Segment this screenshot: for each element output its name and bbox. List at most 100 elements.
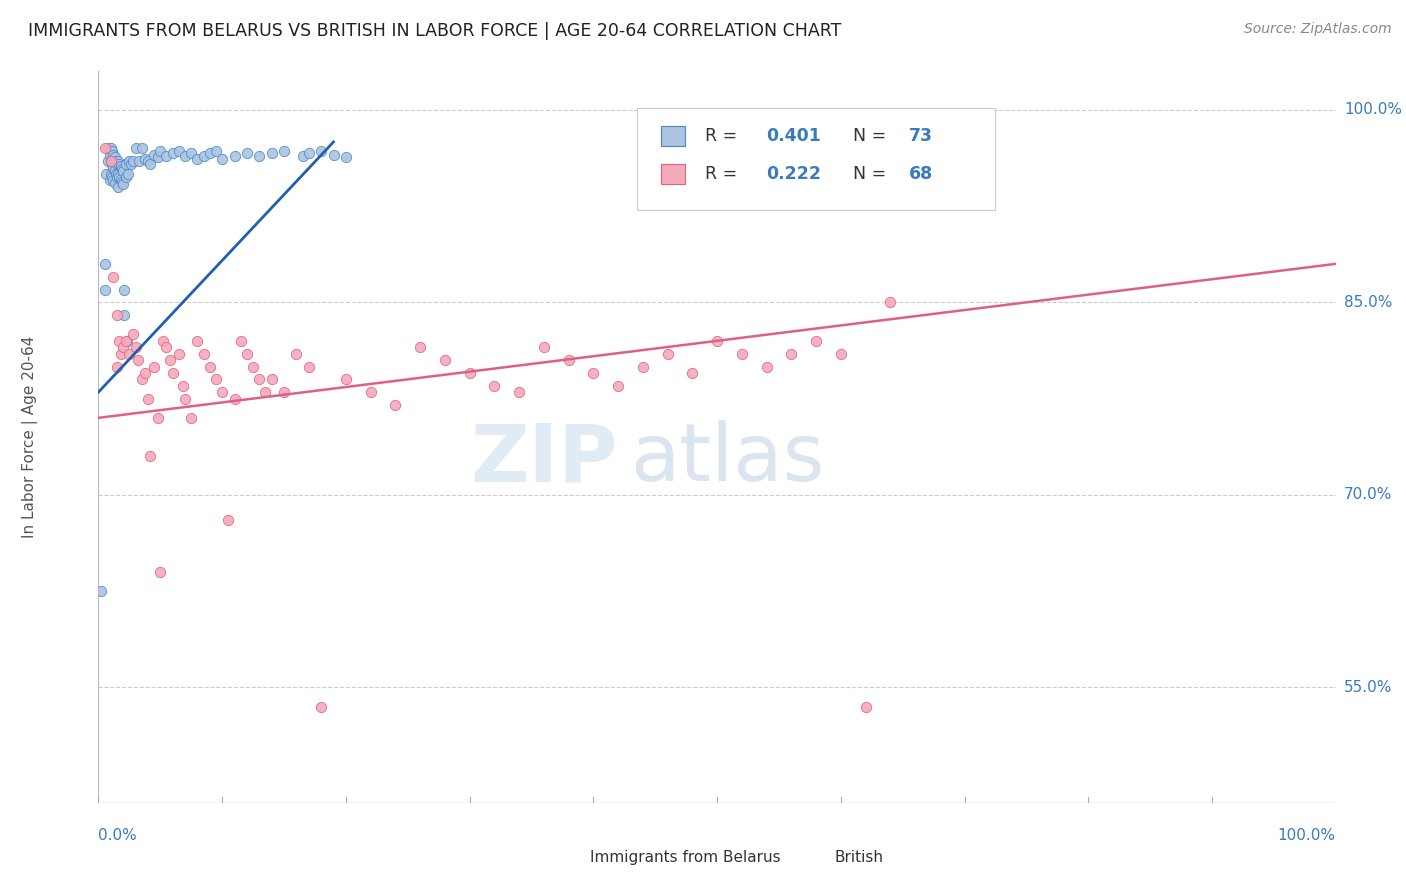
Point	[211, 152, 233, 166]
Point	[136, 392, 159, 406]
Point	[162, 366, 184, 380]
Point	[139, 450, 162, 464]
Point	[155, 149, 177, 163]
Point	[117, 167, 139, 181]
Point	[107, 179, 129, 194]
Point	[112, 340, 135, 354]
Point	[335, 372, 357, 386]
Point	[112, 164, 135, 178]
Point	[205, 372, 228, 386]
Point	[180, 146, 202, 161]
Point	[111, 161, 134, 176]
Point	[273, 385, 295, 400]
Point	[657, 346, 679, 360]
Point	[100, 154, 122, 169]
Point	[484, 378, 506, 392]
Text: 70.0%: 70.0%	[1344, 487, 1392, 502]
Point	[582, 366, 605, 380]
Text: N =: N =	[853, 165, 891, 183]
Text: N =: N =	[853, 127, 891, 145]
Point	[533, 340, 555, 354]
Point	[107, 167, 129, 181]
Point	[198, 146, 221, 161]
Point	[143, 359, 166, 374]
Point	[273, 144, 295, 158]
Point	[186, 334, 208, 348]
Point	[247, 372, 270, 386]
Point	[309, 144, 332, 158]
Point	[110, 346, 132, 360]
Point	[108, 169, 131, 184]
Point	[409, 340, 432, 354]
Point	[174, 392, 197, 406]
Point	[100, 141, 122, 155]
Text: Source: ZipAtlas.com: Source: ZipAtlas.com	[1244, 22, 1392, 37]
Text: British: British	[835, 850, 883, 865]
Point	[322, 148, 344, 162]
Point	[236, 346, 259, 360]
Point	[335, 150, 357, 164]
Point	[830, 346, 852, 360]
Point	[217, 514, 239, 528]
Point	[260, 146, 283, 161]
Point	[103, 161, 125, 175]
Point	[101, 144, 124, 158]
Point	[93, 141, 115, 155]
Point	[205, 144, 228, 158]
Point	[124, 141, 146, 155]
Text: In Labor Force | Age 20-64: In Labor Force | Age 20-64	[22, 336, 38, 538]
Point	[131, 372, 153, 386]
Point	[167, 346, 190, 360]
Text: 55.0%: 55.0%	[1344, 680, 1392, 695]
Point	[780, 346, 803, 360]
Point	[118, 154, 141, 169]
Point	[101, 169, 124, 184]
Point	[149, 144, 172, 158]
FancyBboxPatch shape	[661, 126, 685, 145]
Point	[110, 172, 132, 186]
Point	[224, 149, 246, 163]
Point	[804, 334, 827, 348]
Point	[103, 148, 125, 162]
Point	[254, 385, 277, 400]
Point	[193, 346, 215, 360]
Point	[105, 308, 128, 322]
Point	[285, 346, 308, 360]
Point	[93, 257, 115, 271]
Point	[120, 157, 142, 171]
Point	[100, 167, 122, 181]
Point	[114, 334, 136, 348]
Point	[167, 144, 190, 158]
FancyBboxPatch shape	[557, 850, 583, 866]
Point	[755, 359, 778, 374]
Text: 0.401: 0.401	[766, 127, 821, 145]
Text: 0.222: 0.222	[766, 165, 821, 183]
Point	[105, 169, 128, 184]
Point	[122, 327, 145, 342]
Point	[186, 152, 208, 166]
Text: 100.0%: 100.0%	[1278, 828, 1336, 843]
Point	[139, 157, 162, 171]
Point	[101, 157, 124, 171]
Point	[193, 149, 215, 163]
Text: 68: 68	[908, 165, 934, 183]
Text: 100.0%: 100.0%	[1344, 103, 1402, 118]
Point	[146, 410, 169, 425]
Point	[103, 269, 125, 284]
Text: R =: R =	[704, 165, 742, 183]
Point	[155, 340, 177, 354]
Point	[224, 392, 246, 406]
Text: 73: 73	[908, 127, 932, 145]
Point	[631, 359, 654, 374]
Point	[103, 163, 125, 178]
Point	[681, 366, 703, 380]
Point	[98, 148, 121, 162]
Text: atlas: atlas	[630, 420, 825, 498]
Point	[105, 157, 128, 171]
Point	[211, 385, 233, 400]
Point	[731, 346, 754, 360]
Point	[198, 359, 221, 374]
Point	[242, 359, 264, 374]
Point	[360, 385, 382, 400]
Point	[90, 584, 112, 599]
